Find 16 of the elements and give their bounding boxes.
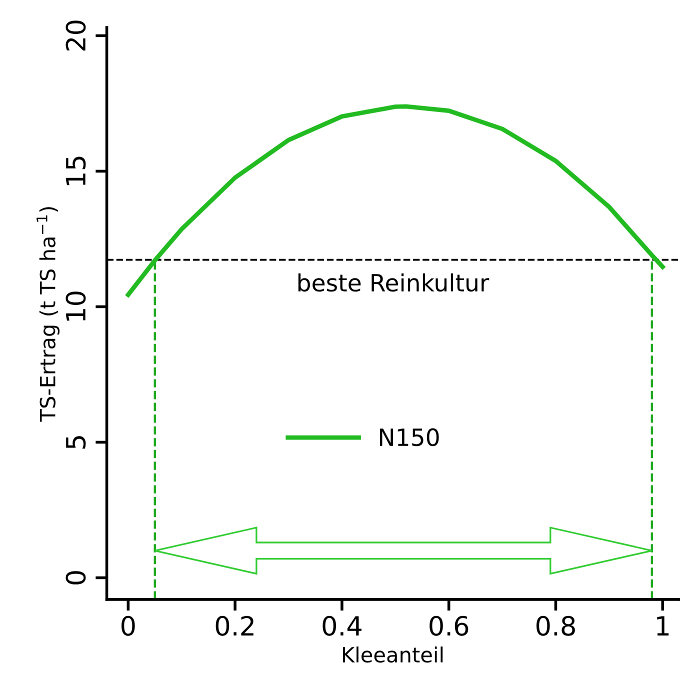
- x-tick-label: 0.6: [430, 616, 468, 636]
- line-series: [126, 104, 665, 298]
- ref-line-label: beste Reinkultur: [298, 273, 490, 292]
- y-axis-title: TS-Ertrag (t TS ha$^{−1}$): [36, 207, 60, 422]
- x-tick-label: 0.4: [322, 616, 362, 636]
- y-tick-label: 15: [66, 156, 86, 186]
- y-tick-label: 20: [66, 20, 86, 51]
- x-tick-label: 0: [122, 616, 135, 636]
- y-tick-label: 0: [66, 571, 86, 584]
- x-tick-label: 0.2: [216, 616, 254, 636]
- legend-label: N150: [380, 428, 439, 446]
- y-tick-label: 10: [66, 292, 86, 321]
- x-tick-label: 0.8: [536, 616, 575, 636]
- x-tick-label: 1: [657, 616, 669, 636]
- y-tick-label: 5: [66, 436, 86, 449]
- x-axis-title: Kleeanteil: [342, 646, 443, 663]
